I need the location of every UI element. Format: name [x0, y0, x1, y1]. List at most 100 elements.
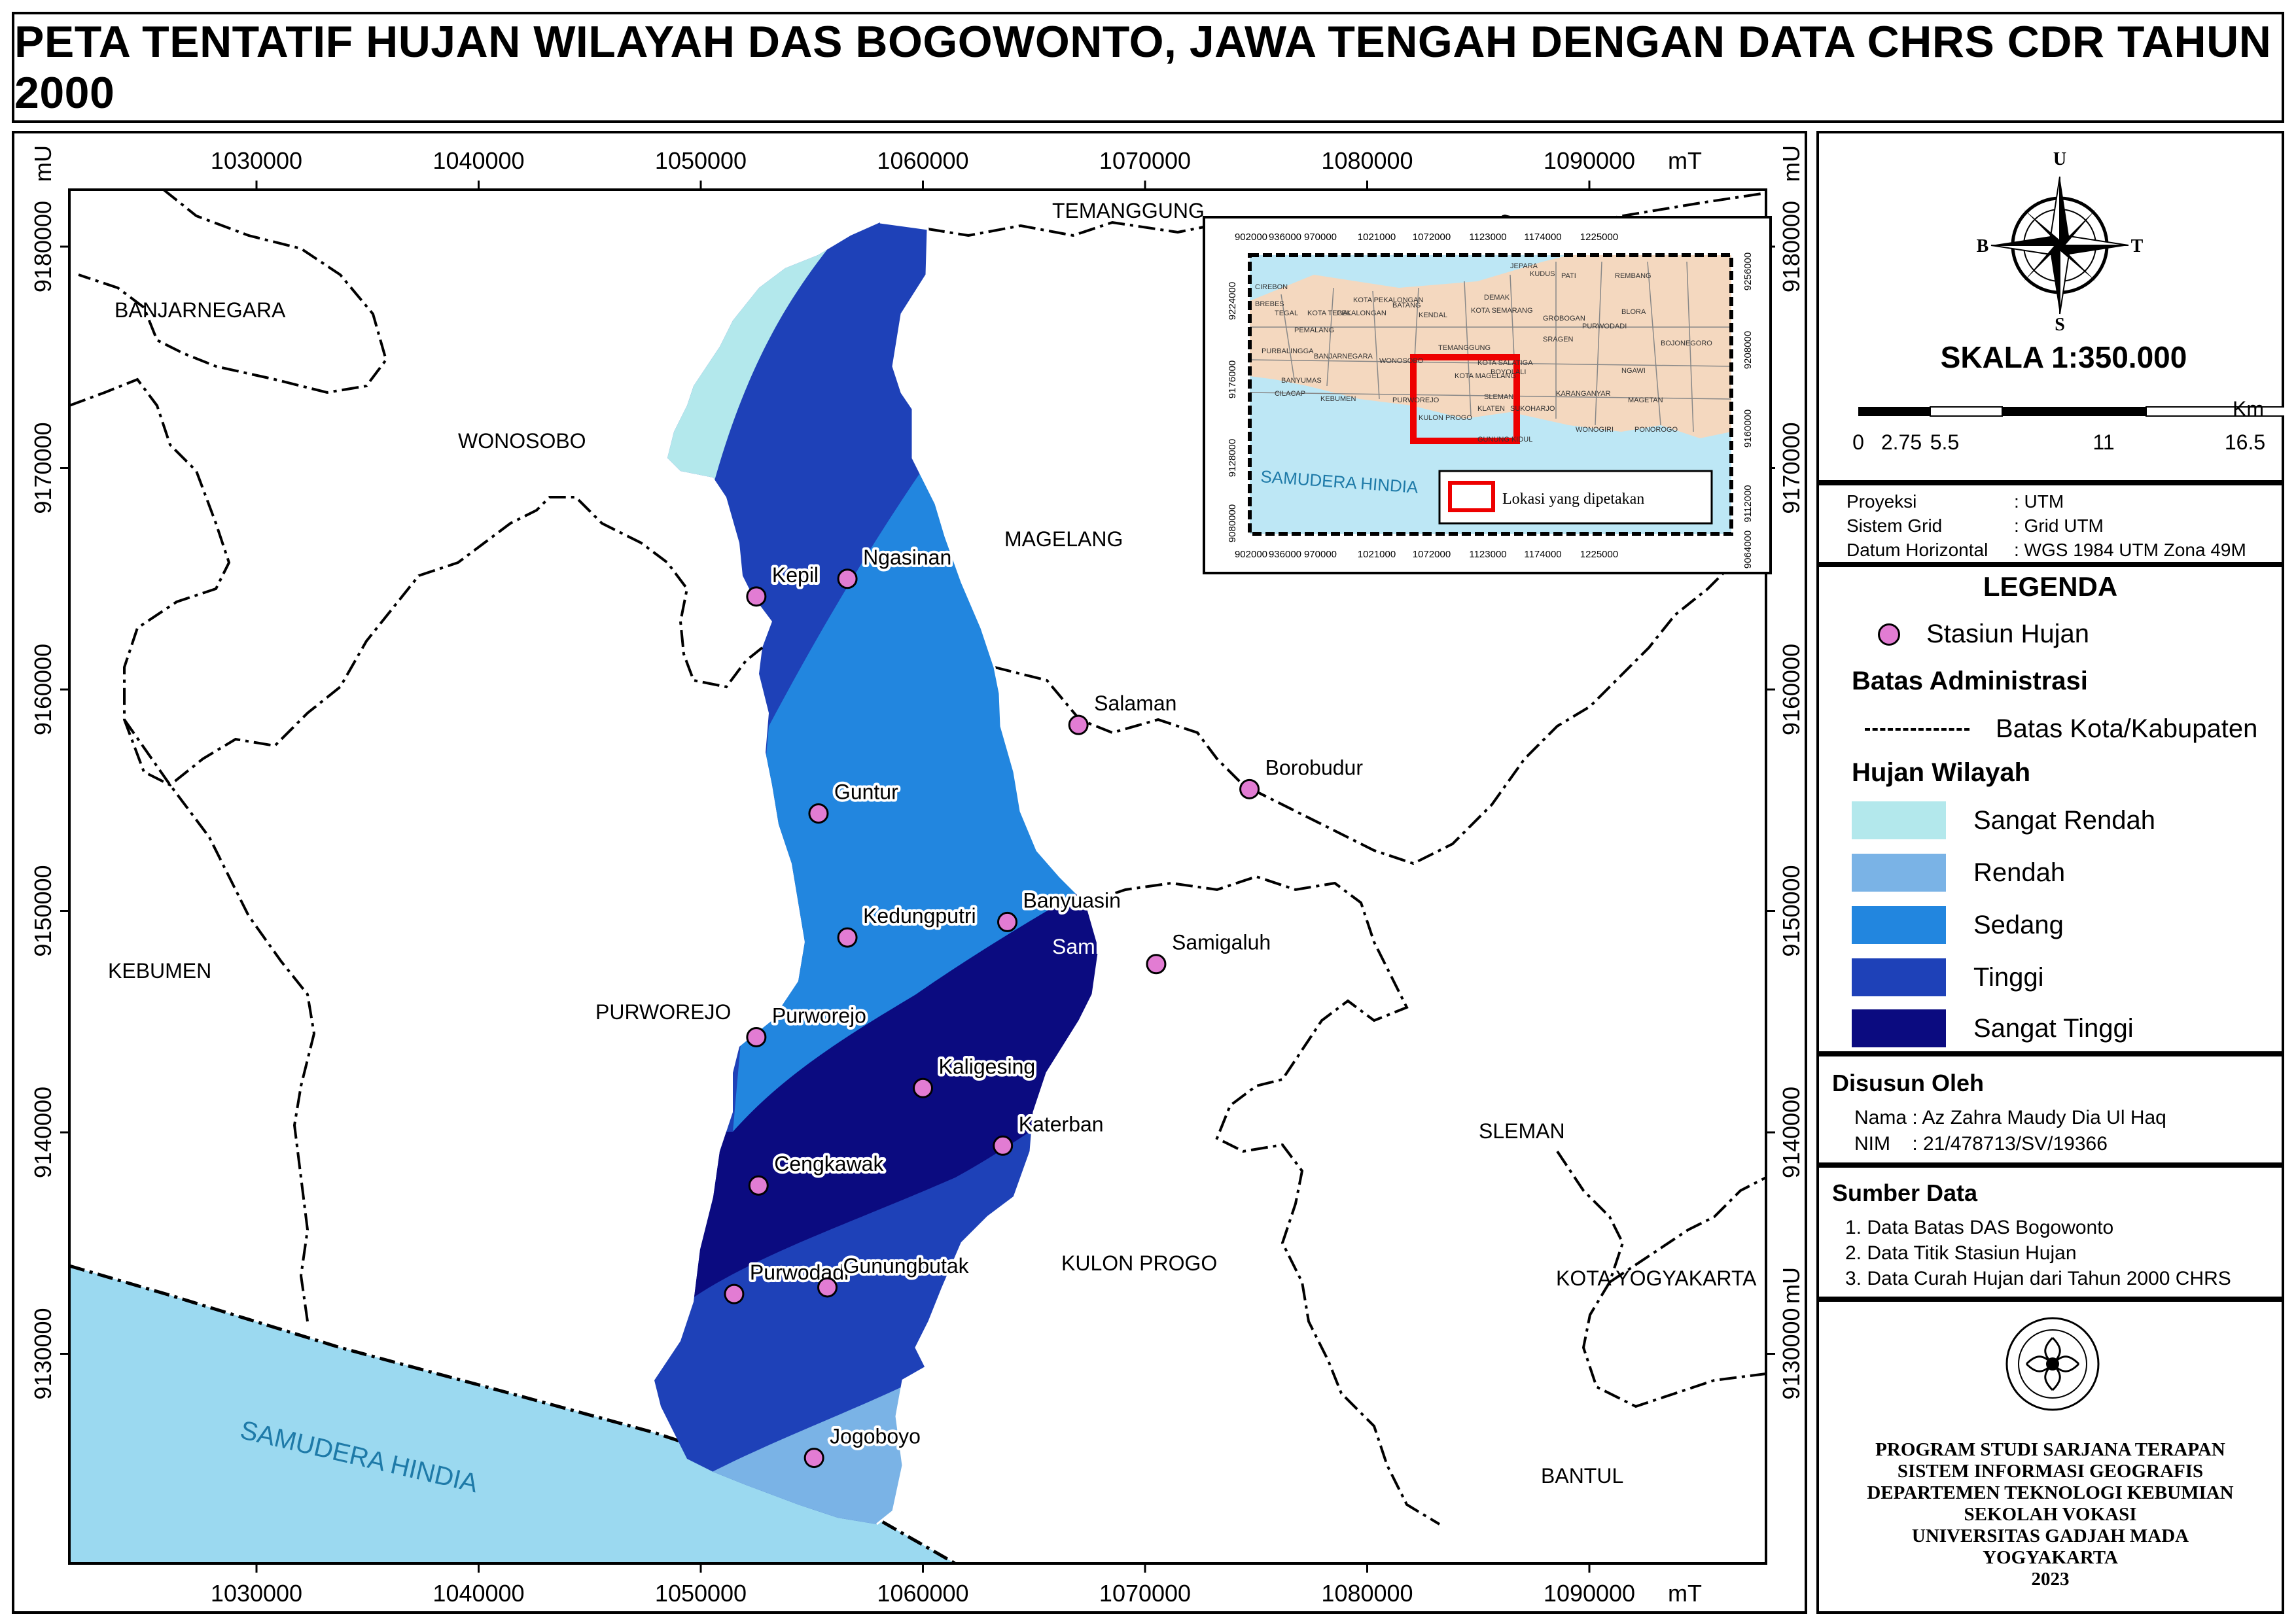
legend-admin-label: Batas Kota/Kabupaten — [1996, 714, 2258, 743]
station-marker[interactable] — [808, 803, 829, 824]
inset-place-label: KLATEN — [1477, 405, 1505, 413]
institution-line: UNIVERSITAS GADJAH MADA — [1911, 1526, 2189, 1546]
station-label-halo: Kepil — [772, 563, 819, 587]
inset-place-label: KARANGANYAR — [1556, 390, 1611, 398]
inset-place-label: BLORA — [1621, 308, 1646, 316]
station-label: Kepil — [772, 563, 819, 587]
legend-class-row: Rendah — [1852, 854, 2065, 892]
das-outline — [876, 221, 1101, 1526]
station-label: Guntur — [834, 780, 898, 804]
inset-place-label: MAGETAN — [1628, 396, 1663, 404]
inset-y-tick-right: 9064000 — [1742, 531, 1754, 568]
scale-bar — [1858, 406, 2284, 417]
station-label-halo: Purwodadi — [750, 1261, 849, 1284]
sources-list: 1. Data Batas DAS Bogowonto 2. Data Titi… — [1845, 1215, 2231, 1291]
inset-place-label: PURWOREJO — [1392, 396, 1439, 404]
title-box: PETA TENTATIF HUJAN WILAYAH DAS BOGOWONT… — [12, 12, 2284, 123]
station-label: Katerban — [1019, 1112, 1104, 1136]
projection-key-1: Sistem Grid — [1846, 515, 1943, 536]
label-banjarnegara: BANJARNEGARA — [115, 298, 286, 322]
inset-place-label: PEMALANG — [1294, 326, 1334, 334]
station-marker[interactable] — [804, 1448, 824, 1469]
inset-legend-swatch — [1448, 481, 1495, 512]
inset-y-tick-left: 9224000 — [1227, 282, 1238, 320]
inset-place-label: BANYUMAS — [1281, 377, 1322, 385]
station-layer: KepilKepilNgasinanNgasinanSalamanSalaman… — [724, 543, 1366, 1469]
inset-x-tick-top: 1072000 — [1413, 232, 1451, 243]
inset-place-label: BOJONEGORO — [1661, 340, 1712, 347]
legend-swatch-0 — [1852, 801, 1946, 839]
y-tick-label-right: 9160000 — [1778, 644, 1805, 735]
station-marker[interactable] — [746, 1026, 767, 1047]
station-marker[interactable] — [837, 568, 858, 589]
label-bantul: BANTUL — [1541, 1464, 1623, 1488]
legend-class-row: Sangat Rendah — [1852, 801, 2155, 839]
station-label-halo: Jogoboyo — [830, 1425, 921, 1448]
ugm-logo-icon — [2005, 1317, 2100, 1411]
legend-rain-heading: Hujan Wilayah — [1852, 758, 2031, 787]
inset-place-label: TEGAL — [1275, 309, 1298, 317]
station-label-halo: Banyuasin — [1023, 888, 1121, 912]
inset-x-tick-bottom: 1225000 — [1580, 549, 1618, 560]
legend-class-row: Sedang — [1852, 906, 2064, 944]
legend-swatch-1 — [1852, 854, 1946, 892]
station-marker[interactable] — [1239, 778, 1260, 799]
scale-label-1: 2.75 — [1881, 430, 1922, 454]
y-tick-label-right: 9180000 — [1778, 201, 1805, 292]
station-marker[interactable] — [993, 1135, 1014, 1156]
scale-label-2: 5.5 — [1930, 430, 1959, 454]
projection-value-1: : Grid UTM — [2014, 515, 2104, 536]
station-marker[interactable] — [817, 1277, 838, 1298]
institution-line: SEKOLAH VOKASI — [1964, 1504, 2137, 1525]
station-marker[interactable] — [1146, 954, 1167, 975]
station-marker[interactable] — [913, 1077, 933, 1098]
station-marker[interactable] — [997, 911, 1018, 932]
inset-place-label: JEPARA — [1510, 262, 1538, 270]
institution-box: PROGRAM STUDI SARJANA TERAPAN SISTEM INF… — [1816, 1299, 2284, 1614]
x-tick-label-top: 1070000 — [1099, 147, 1191, 174]
x-tick-label-top: 1080000 — [1321, 147, 1413, 174]
x-tick-label-bottom: 1090000 — [1544, 1580, 1635, 1607]
station-label: Kedungputri — [863, 904, 976, 928]
inset-x-tick-top: 1174000 — [1524, 232, 1561, 243]
station-marker[interactable] — [746, 586, 767, 607]
label-kota-yogyakarta: KOTA YOGYAKARTA — [1556, 1266, 1757, 1290]
inset-place-label: KUDUS — [1530, 270, 1555, 278]
station-label-halo: Borobudur — [1265, 756, 1364, 779]
x-unit-label: mT — [1668, 1580, 1702, 1607]
inset-x-tick-bottom: 1021000 — [1358, 549, 1396, 560]
inset-x-tick-top: 1021000 — [1358, 232, 1396, 243]
scale-unit: Km — [2233, 397, 2264, 421]
inset-place-label: KEBUMEN — [1320, 395, 1356, 403]
x-tick-label-bottom: 1040000 — [433, 1580, 524, 1607]
y-tick-label-right: 9150000 — [1778, 865, 1805, 956]
x-tick-label-top: 1060000 — [877, 147, 968, 174]
inset-extent-box — [1410, 354, 1520, 444]
inset-place-label: SLEMAN — [1484, 393, 1513, 401]
inset-x-tick-bottom: 1174000 — [1524, 549, 1561, 560]
station-label: Gunungbutak — [843, 1254, 970, 1278]
station-marker[interactable] — [1068, 714, 1089, 735]
inset-x-tick-bottom: 936000 — [1269, 549, 1301, 560]
inset-place-label: BANJARNEGARA — [1314, 353, 1373, 360]
scale-label-0: 0 — [1852, 430, 1864, 454]
x-tick-label-top: 1050000 — [655, 147, 747, 174]
station-label-halo: Kedungputri — [863, 904, 976, 928]
author-box: Disusun Oleh Nama : Az Zahra Maudy Dia U… — [1816, 1054, 2284, 1165]
station-label: Purworejo — [772, 1003, 866, 1027]
legend-class-label: Tinggi — [1973, 962, 2044, 992]
inset-place-label: SRAGEN — [1543, 336, 1574, 343]
station-marker[interactable] — [724, 1283, 745, 1304]
legend-station-label: Stasiun Hujan — [1926, 620, 2090, 648]
inset-x-tick-top: 1225000 — [1580, 232, 1618, 243]
legend-box: LEGENDA Stasiun Hujan Batas Administrasi… — [1816, 565, 2284, 1054]
projection-values: : UTM : Grid UTM : WGS 1984 UTM Zona 49M — [2014, 489, 2289, 562]
station-label: Cengkawak — [774, 1152, 884, 1176]
compass-scale-box — [1816, 131, 2284, 483]
station-marker[interactable] — [748, 1175, 769, 1196]
x-tick-label-top: 1090000 — [1544, 147, 1635, 174]
station-marker[interactable] — [837, 927, 858, 948]
inset-x-tick-top: 970000 — [1304, 232, 1337, 243]
